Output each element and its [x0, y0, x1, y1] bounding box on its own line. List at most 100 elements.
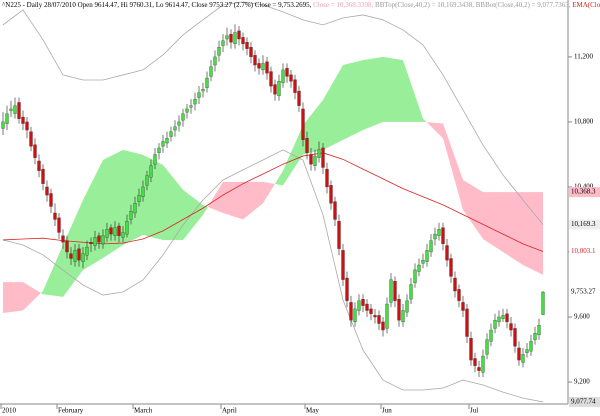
candle-body: [421, 259, 425, 264]
x-tick-label: March: [134, 407, 153, 415]
candle-body: [9, 108, 13, 111]
candle-body: [253, 55, 257, 66]
header-part: BBBot(Close,40,2) = 9,077.7363,: [476, 1, 573, 9]
candle-body: [533, 333, 537, 340]
candle-body: [473, 358, 477, 366]
candle-body: [53, 212, 57, 220]
candle-body: [341, 250, 345, 280]
candle-body: [505, 313, 509, 323]
candle-body: [529, 341, 533, 352]
candle-body: [417, 264, 421, 272]
candle-body: [193, 99, 197, 105]
candle-body: [181, 113, 185, 121]
value-tag-box: [569, 187, 600, 198]
header-part: BBTop(Close,40,2) = 10,169.3438,: [375, 1, 476, 9]
candle-body: [73, 250, 77, 262]
candle-body: [293, 79, 297, 93]
candle-body: [21, 116, 25, 124]
candle-body: [489, 329, 493, 342]
candle-body: [13, 105, 17, 114]
candle-body: [17, 102, 21, 119]
candle-body: [41, 168, 45, 184]
value-tag: 10,368.3: [571, 188, 596, 196]
candle-body: [57, 217, 61, 233]
y-tick-label: 9,600: [574, 313, 590, 321]
candle-body: [369, 308, 373, 314]
candle-body: [393, 281, 397, 301]
candle-body: [297, 90, 301, 106]
candle-body: [213, 56, 217, 66]
candle-body: [433, 233, 437, 240]
candle-body: [477, 367, 481, 371]
candle-body: [249, 46, 253, 58]
candle-body: [93, 237, 97, 246]
candle-body: [85, 246, 89, 256]
candle-body: [177, 121, 181, 126]
candle-body: [453, 277, 457, 292]
candle-body: [101, 235, 105, 245]
candle-body: [37, 160, 41, 171]
candle-body: [77, 248, 81, 261]
candle-body: [337, 220, 341, 249]
candle-body: [241, 37, 245, 45]
candle-body: [245, 42, 249, 49]
candle-body: [501, 315, 505, 319]
candle-body: [481, 355, 485, 373]
candle-body: [461, 302, 465, 311]
candle-body: [469, 338, 473, 361]
candle-body: [425, 250, 429, 262]
value-tag-box: [569, 287, 600, 298]
candle-body: [373, 315, 377, 318]
candle-body: [197, 92, 201, 98]
candle-body: [381, 321, 385, 331]
candle-body: [405, 300, 409, 313]
candle-body: [225, 35, 229, 40]
candle-body: [437, 229, 441, 236]
candle-body: [133, 203, 137, 214]
value-tag: 9,753.27: [571, 288, 596, 296]
candle-body: [513, 328, 517, 347]
x-tick-label: 2010: [2, 407, 17, 415]
candle-body: [265, 61, 269, 74]
header-part: ^N225 - Daily 28/07/2010 Open 9614.47, H…: [2, 1, 313, 9]
candle-body: [361, 298, 365, 306]
candle-body: [521, 354, 525, 363]
candle-body: [121, 232, 125, 238]
bb-top-line: [2, 1, 544, 225]
value-tag-box: [569, 246, 600, 257]
candle-body: [485, 339, 489, 355]
ema-line: [2, 152, 544, 252]
y-tick-label: 9,200: [574, 378, 590, 386]
candle-body: [317, 149, 321, 158]
candle-body: [137, 194, 141, 202]
candle-body: [377, 315, 381, 324]
candle-body: [429, 240, 433, 253]
candle-body: [353, 308, 357, 323]
candle-body: [189, 105, 193, 108]
x-tick-label: Jul: [470, 407, 478, 415]
candle-body: [301, 108, 305, 140]
chart-header: ^N225 - Daily 28/07/2010 Open 9614.47, H…: [2, 1, 600, 9]
candle-body: [185, 108, 189, 113]
header-part: Close = 10,368.3398,: [313, 1, 375, 9]
candle-body: [349, 302, 353, 321]
candle-body: [5, 113, 9, 124]
candle-body: [269, 71, 273, 87]
x-tick-label: April: [222, 407, 237, 415]
candle-body: [285, 68, 289, 77]
candle-body: [165, 138, 169, 144]
candle-body: [325, 168, 329, 188]
candle-body: [149, 165, 153, 178]
bb-bot-line: [2, 149, 544, 403]
candle-body: [205, 77, 209, 88]
candle-body: [229, 33, 233, 43]
y-tick-label: 11,200: [574, 53, 593, 61]
candle-body: [537, 325, 541, 336]
candle-body: [309, 154, 313, 165]
candle-body: [81, 253, 85, 262]
candle-body: [221, 40, 225, 46]
candle-body: [217, 46, 221, 56]
candle-body: [145, 175, 149, 186]
